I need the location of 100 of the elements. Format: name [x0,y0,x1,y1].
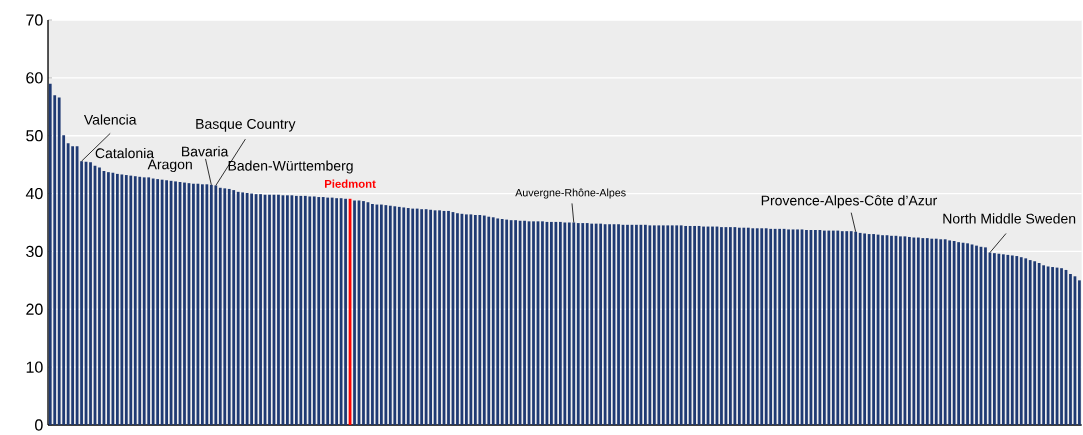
bar [657,225,661,425]
y-tick-label: 30 [26,245,43,258]
bar [491,217,495,425]
bar [129,175,133,425]
bar [268,194,271,425]
bar [115,173,119,425]
bar [679,225,683,425]
bar [424,209,428,425]
bar [558,221,562,425]
bar [165,180,168,425]
bar [57,97,61,425]
y-tick-label: 60 [26,72,43,84]
bar [957,242,960,425]
bar [684,225,688,425]
bar [66,143,70,425]
bar [142,177,146,425]
bar [308,196,312,425]
bar [984,247,987,425]
bar [666,225,670,425]
bar [966,243,969,425]
annotation: Basque Country [196,118,296,132]
bar [478,214,482,425]
bar [576,223,580,425]
bar [160,179,164,425]
bar [661,225,665,425]
bar [259,194,262,425]
annotation: Piedmont [324,179,376,188]
bar [201,184,204,425]
bar [1024,258,1028,425]
y-tick-label: 10 [26,361,43,373]
bar [174,181,177,425]
bar [236,191,240,425]
bar [764,228,768,425]
bar [107,172,110,425]
bar [948,240,952,425]
bar [509,220,513,425]
bar [500,219,504,425]
annotation: Catalonia [95,147,155,159]
bar [635,224,638,425]
bar [688,225,692,425]
bar [71,146,75,425]
bar [652,225,656,425]
annotation: Aragon [147,159,192,173]
bar [845,231,849,425]
bar [921,238,925,425]
bar [675,225,679,425]
bar [487,216,491,425]
bar [402,207,406,425]
bar [151,178,155,425]
bar [317,197,321,425]
bar [344,198,347,425]
bar [572,222,576,425]
bar [567,222,571,425]
bar [415,208,419,425]
bar [899,236,902,425]
bar [742,227,746,425]
bar [312,196,316,425]
bar [98,167,101,425]
y-tick-label: 50 [26,130,43,142]
bar [854,231,858,425]
bar [997,253,1001,425]
bar [496,218,500,425]
bar [384,205,388,425]
bar [934,238,938,425]
bar [1001,254,1005,425]
bar [993,253,996,425]
bar [147,177,151,425]
bar [1069,273,1072,425]
bar [232,190,236,425]
bar [505,219,509,425]
bar [473,214,477,425]
bar [429,209,432,425]
bar [648,225,652,425]
bar [138,176,142,425]
bar [563,222,567,425]
bar [617,224,620,425]
bar [737,227,741,425]
bar [863,233,867,425]
bar [335,198,339,425]
bar [1010,255,1014,425]
bar [626,224,629,425]
bar [406,208,410,425]
bar [469,214,473,425]
bar [277,194,280,425]
annotation: Baden-Württemberg [228,160,353,174]
annotation: North Middle Sweden [943,213,1076,224]
annotation: Auvergne-Rhône-Alpes [515,188,626,199]
bar [1019,257,1023,425]
bar [183,182,186,425]
bar [326,197,330,425]
bar [388,205,392,425]
bar [205,184,209,425]
bar [836,230,840,425]
bar [943,239,947,425]
bar [1037,262,1041,425]
bar [1060,268,1063,425]
bar [858,232,862,425]
bar [330,197,334,425]
y-tick-label: 0 [35,419,43,431]
bar [840,231,844,425]
